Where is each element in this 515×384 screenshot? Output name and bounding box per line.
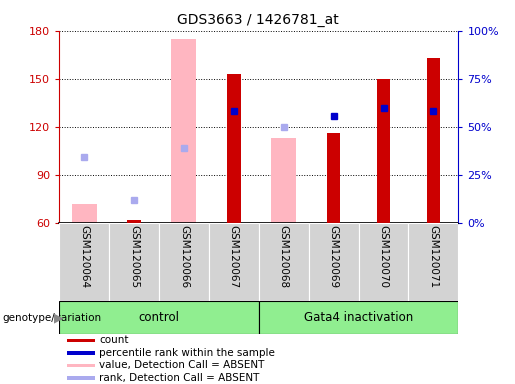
Text: GSM120071: GSM120071 xyxy=(428,225,438,288)
Text: GSM120068: GSM120068 xyxy=(279,225,289,288)
Bar xyxy=(426,58,440,223)
Bar xyxy=(67,339,95,342)
Bar xyxy=(271,138,296,223)
Bar xyxy=(59,301,259,334)
Text: rank, Detection Call = ABSENT: rank, Detection Call = ABSENT xyxy=(99,373,260,383)
Bar xyxy=(308,223,358,301)
Bar xyxy=(358,223,408,301)
Text: count: count xyxy=(99,335,129,345)
Text: ▶: ▶ xyxy=(54,311,64,324)
Text: value, Detection Call = ABSENT: value, Detection Call = ABSENT xyxy=(99,360,265,370)
Bar xyxy=(67,351,95,354)
Bar xyxy=(109,223,159,301)
Bar xyxy=(159,223,209,301)
Bar xyxy=(376,79,390,223)
Text: GSM120064: GSM120064 xyxy=(79,225,89,288)
Bar xyxy=(327,133,340,223)
Bar xyxy=(259,223,308,301)
Text: GSM120066: GSM120066 xyxy=(179,225,189,288)
Bar xyxy=(408,223,458,301)
Text: GSM120070: GSM120070 xyxy=(379,225,388,288)
Bar xyxy=(259,301,458,334)
Text: genotype/variation: genotype/variation xyxy=(3,313,101,323)
Text: GSM120065: GSM120065 xyxy=(129,225,139,288)
Bar xyxy=(209,223,259,301)
Text: GSM120067: GSM120067 xyxy=(229,225,239,288)
Bar xyxy=(72,204,97,223)
Text: GSM120069: GSM120069 xyxy=(329,225,339,288)
Text: percentile rank within the sample: percentile rank within the sample xyxy=(99,348,275,358)
Bar xyxy=(127,220,141,223)
Bar xyxy=(227,74,241,223)
Text: control: control xyxy=(139,311,180,324)
Bar xyxy=(59,223,109,301)
Text: GDS3663 / 1426781_at: GDS3663 / 1426781_at xyxy=(177,13,338,27)
Text: Gata4 inactivation: Gata4 inactivation xyxy=(304,311,413,324)
Bar xyxy=(67,364,95,367)
Bar xyxy=(67,376,95,379)
Bar xyxy=(171,39,196,223)
